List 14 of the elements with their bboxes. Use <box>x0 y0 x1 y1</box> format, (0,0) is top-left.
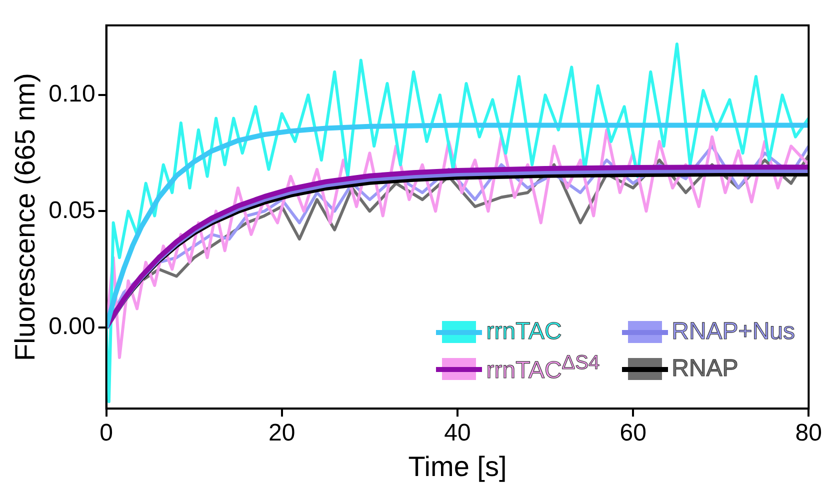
legend-label: rrnTAC$^{ΔS4}$ <box>486 352 600 385</box>
legend-label: RNAP+Nus <box>672 318 795 346</box>
x-tick-label: 60 <box>620 420 646 447</box>
y-tick-label: 0.05 <box>48 196 96 224</box>
x-axis-title: Time [s] <box>408 450 507 482</box>
y-axis-title: Fluorescence (665 nm) <box>10 73 41 361</box>
y-tick-label: 0.10 <box>48 80 96 108</box>
x-tick-label: 20 <box>268 420 296 447</box>
legend-label: rrnTAC <box>486 318 562 346</box>
x-tick-label: 40 <box>444 420 471 447</box>
x-tick-label: 80 <box>795 420 822 447</box>
x-tick-label: 0 <box>100 420 113 447</box>
legend-label: RNAP <box>672 354 738 382</box>
y-tick-label: 0.00 <box>48 312 96 340</box>
